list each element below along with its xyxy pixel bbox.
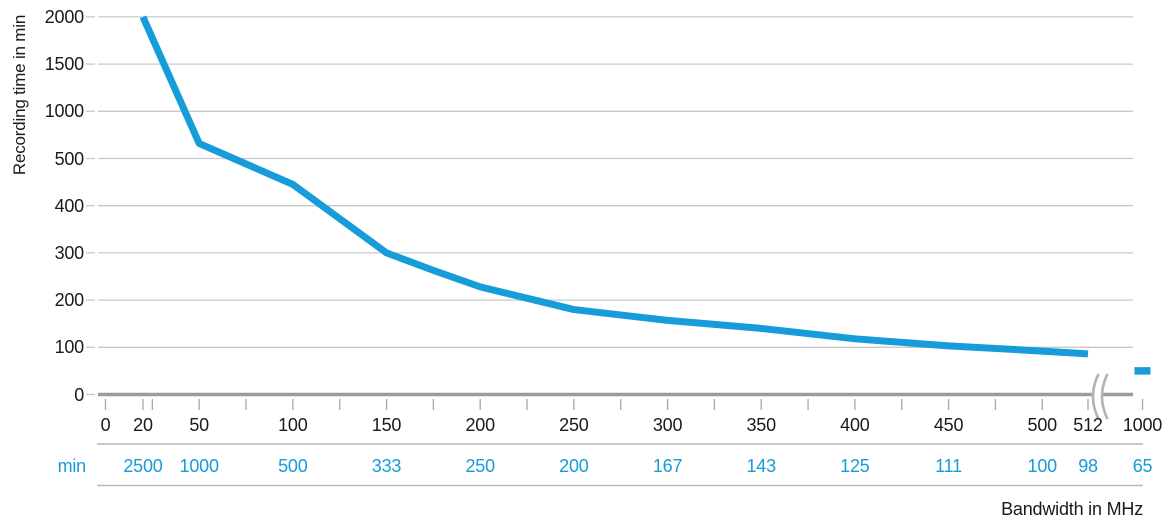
value-row-cell: 125 — [840, 456, 870, 476]
recording-time-line — [139, 15, 1089, 358]
axis-break-gap — [1093, 372, 1108, 421]
value-row-cell: 98 — [1078, 456, 1098, 476]
marker-1000mhz — [1134, 367, 1151, 375]
x-axis-title: Bandwidth in MHz — [1001, 499, 1143, 519]
y-tick-label: 500 — [54, 148, 85, 169]
value-row-cell: 500 — [278, 456, 308, 476]
x-tick-label: 500 — [1027, 415, 1058, 435]
axis-break-icon — [1091, 373, 1100, 420]
x-tick-label: 250 — [559, 415, 589, 435]
y-tick-label: 0 — [74, 384, 84, 405]
y-tick-label: 1000 — [44, 101, 84, 122]
axis-break-icon — [1100, 373, 1109, 420]
x-tick-label: 200 — [465, 415, 495, 435]
y-tick-label: 100 — [54, 337, 85, 358]
x-tick-label: 350 — [746, 415, 777, 435]
value-row-cell: 333 — [371, 456, 402, 476]
x-tick-label: 20 — [133, 415, 153, 435]
y-tick-label: 400 — [54, 195, 85, 216]
value-row-unit-label: min — [57, 456, 87, 476]
y-tick-label: 2000 — [44, 6, 84, 27]
y-tick-label: 1500 — [44, 54, 84, 75]
x-tick-label: 100 — [278, 415, 308, 435]
value-row-cell: 100 — [1027, 456, 1058, 476]
value-row-cell: 2500 — [123, 456, 163, 476]
value-row-cell: 65 — [1132, 456, 1153, 476]
x-tick-label: 0 — [100, 415, 111, 435]
value-row-cell: 250 — [465, 456, 495, 476]
y-tick-label: 300 — [54, 242, 85, 263]
y-tick-label: 200 — [54, 290, 85, 311]
x-tick-label: 450 — [933, 415, 964, 435]
x-tick-label: 400 — [840, 415, 870, 435]
x-tick-label: 150 — [371, 415, 402, 435]
value-row-cell: 200 — [559, 456, 589, 476]
value-row-cell: 143 — [746, 456, 777, 476]
value-row-cell: 167 — [652, 456, 683, 476]
x-tick-label: 50 — [189, 415, 209, 435]
x-tick-label: 512 — [1073, 415, 1103, 435]
x-tick-label: 300 — [652, 415, 683, 435]
value-row-cell: 111 — [935, 456, 962, 476]
x-tick-label: 1000 — [1122, 415, 1163, 435]
value-row-cell: 1000 — [179, 456, 219, 476]
